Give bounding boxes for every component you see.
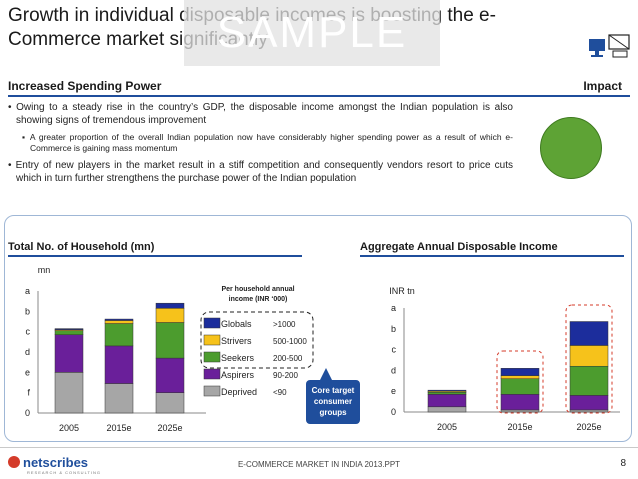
bar-segment-aspirers [104,345,134,384]
bar-segment-deprived [569,409,609,413]
legend-title-line-1: Per household annual [221,286,294,293]
legend-swatch-globals [203,317,221,329]
section-header: Increased Spending Power Impact [8,79,630,97]
highlight-2025e [565,304,613,414]
households-chart: mn 0 f edc ba 2005 2015e 2025e Per household ann… [25,265,360,433]
callout-text-line: Core target [312,386,355,395]
y-tick-label: e [25,367,30,377]
bar-segment-strivers [500,375,540,379]
legend-swatch-deprived [203,385,221,397]
x-tick-label: 2025e [576,422,601,432]
legend-title-line-2: income (INR ‘000) [229,296,288,303]
bar-segment-aspirers [500,394,540,411]
core-target-callout [306,380,360,424]
x-tick-label: 2015e [507,422,532,432]
bar-segment-strivers [155,308,185,323]
x-tick-label: 2005 [59,423,79,433]
y-tick-label: c [392,345,397,355]
bar-segment-deprived [54,372,84,414]
bar-segment-seekers [427,391,467,395]
y-tick-label: a [25,286,30,296]
footer-text: E-COMMERCE MARKET IN INDIA 2013.PPT [237,460,401,469]
y-tick-label: c [26,327,31,337]
page-number: 8 [620,458,626,469]
bar-segment-aspirers [427,394,467,408]
legend-range-seekers: 200-500 [273,354,303,363]
x-tick-label: 2025e [157,423,182,433]
bullet-competition: • Entry of new players in the market res… [8,160,513,184]
legend-label-strivers: Strivers [221,336,252,346]
bar-segment-aspirers [54,334,84,373]
callout-text-line: consumer [314,397,352,406]
legend-range-globals: >1000 [273,320,296,329]
legend-label-deprived: Deprived [221,387,257,397]
netscribes-logo: netscribes [8,455,88,470]
legend-swatch-aspirers [203,368,221,380]
y-axis-unit: INR tn [389,286,415,296]
bar-segment-globals [54,328,84,330]
bar-segment-strivers [569,345,609,367]
y-axis-unit: mn [38,265,51,275]
y-tick-label: 0 [391,407,396,417]
core-target-highlight [200,311,314,369]
bar-segment-aspirers [155,357,185,393]
logo-text: netscribes [23,455,89,470]
bar-segment-globals [500,368,540,376]
bar-segment-seekers [54,330,84,335]
y-tick-label: f [27,388,30,398]
income-chart: INR tn 0 e dc b a 2005 2015e 2025e [389,286,620,432]
legend-range-deprived: <90 [273,388,287,397]
sub-bullet-spending: ▪ A greater proportion of the overall In… [22,132,513,153]
y-tick-label: b [391,324,396,334]
bar-segment-strivers [104,320,134,324]
bar-segment-deprived [500,409,540,413]
bar-segment-seekers [569,365,609,396]
bar-segment-aspirers [569,395,609,411]
bullet-list: • Owing to a steady rise in the country’… [8,101,513,185]
section-heading-right: Impact [583,79,622,93]
legend-label-seekers: Seekers [221,353,255,363]
callout-text-line: groups [319,408,347,417]
highlight-2015e [496,350,544,414]
legend-label-aspirers: Aspirers [221,370,255,380]
y-tick-label: 0 [25,408,30,418]
y-tick-label: a [391,303,396,313]
y-tick-label: b [25,306,30,316]
bar-segment-globals [155,302,185,309]
bar-segment-deprived [104,383,134,414]
bar-segment-globals [427,389,467,392]
legend-swatch-strivers [203,334,221,346]
bar-segment-seekers [104,323,134,347]
legend-label-globals: Globals [221,319,252,329]
x-tick-label: 2015e [106,423,131,433]
sample-watermark: SAMPLE [184,0,440,66]
legend-swatch-seekers [203,351,221,363]
y-tick-label: d [391,365,396,375]
chart-title-income: Aggregate Annual Disposable Income [360,241,624,257]
y-tick-label: d [25,347,30,357]
bar-segment-seekers [155,322,185,359]
callout-pointer [320,368,332,380]
footer-divider [0,447,638,448]
logo-subtitle: RESEARCH & CONSULTING [27,470,102,475]
legend-range-aspirers: 90-200 [273,371,298,380]
bar-segment-globals [569,321,609,346]
chart-title-households: Total No. of Household (mn) [8,241,302,257]
bar-segment-globals [104,318,134,321]
legend-range-strivers: 500-1000 [273,337,307,346]
bar-segment-deprived [155,392,185,414]
y-tick-label: e [391,386,396,396]
bar-segment-deprived [427,406,467,413]
logo-mark-icon [8,456,20,468]
bullet-gdp: • Owing to a steady rise in the country’… [8,102,513,126]
monitor-icon [589,34,630,58]
impact-indicator [540,117,602,179]
bar-segment-seekers [500,378,540,395]
x-tick-label: 2005 [437,422,457,432]
section-heading-left: Increased Spending Power [8,79,162,93]
